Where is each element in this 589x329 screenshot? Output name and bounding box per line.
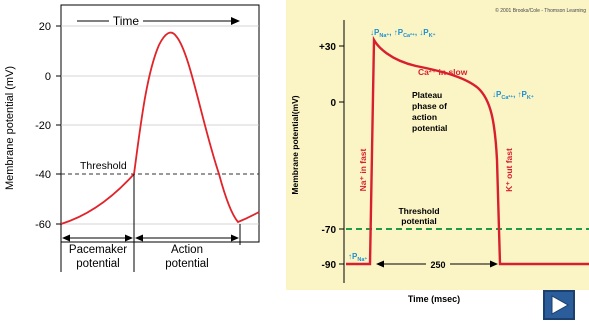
pacemaker-arrow-head-left — [62, 234, 70, 242]
pacemaker-label: potential — [76, 258, 119, 270]
y-tick-label: 0 — [45, 71, 51, 83]
y-ticks — [339, 45, 344, 265]
cardiac-action-potential-graph: © 2001 Brooks/Cole - Thomson Learning +3… — [286, 0, 589, 304]
y-tick-label: 0 — [330, 98, 336, 109]
action-arrow-head-right — [231, 234, 239, 242]
right-annotation: ↓PCa²⁺, ↑PK⁺ — [492, 90, 534, 101]
y-ticks — [56, 25, 61, 225]
time-arrow-head — [231, 17, 240, 25]
time-label: Time — [113, 14, 140, 28]
y-tick-label: +30 — [319, 42, 336, 53]
y-tick-label: -20 — [35, 120, 51, 132]
action-label: Action — [171, 244, 203, 256]
plateau-label: potential — [412, 123, 447, 133]
na-in-fast-label: Na⁺ in fast — [358, 148, 368, 191]
copyright-text: © 2001 Brooks/Cole - Thomson Learning — [495, 7, 586, 14]
y-tick-label: -60 — [35, 219, 51, 231]
duration-label-bg — [426, 258, 450, 270]
action-label: potential — [165, 258, 208, 270]
y-tick-label: 20 — [39, 21, 51, 33]
duration-label: 250 — [430, 260, 445, 270]
threshold-label: Threshold — [398, 206, 439, 216]
y-axis-label: Membrane potential (mV) — [4, 66, 16, 190]
ca-in-slow-label: Ca²⁺ in slow — [418, 67, 468, 77]
pacemaker-action-potential-curve — [60, 31, 260, 225]
threshold-label: potential — [401, 216, 436, 226]
pacemaker-arrow-head-right — [125, 234, 133, 242]
y-tick-label: -90 — [322, 260, 337, 271]
top-annotation: ↓PNa⁺, ↑PCa²⁺, ↓PK⁺ — [370, 28, 436, 39]
duration-arrow-head-right — [490, 260, 498, 268]
bottom-left-annotation: ↑PNa⁺ — [348, 252, 367, 263]
y-tick-label: -70 — [322, 225, 337, 236]
threshold-label: Threshold — [80, 160, 127, 172]
play-triangle-icon — [551, 295, 570, 315]
y-tick-label: -40 — [35, 169, 51, 181]
x-axis-label: Time (msec) — [408, 294, 460, 304]
next-slide-button[interactable] — [543, 290, 575, 320]
cardiac-action-potential-curve — [346, 35, 589, 266]
y-axis-label: Membrane potential(mV) — [290, 95, 300, 194]
k-out-fast-label: K⁺ out fast — [504, 148, 514, 192]
plateau-label: action — [412, 112, 437, 122]
plateau-label: phase of — [412, 101, 447, 111]
duration-arrow-head-left — [376, 260, 384, 268]
action-arrow-head-left — [135, 234, 143, 242]
plot-frame — [60, 4, 260, 243]
pacemaker-label: Pacemaker — [69, 244, 127, 256]
plot-background — [286, 0, 589, 290]
plateau-label: Plateau — [412, 90, 442, 100]
pacemaker-potential-graph: 20 0 -20 -40 -60 Membrane potential (mV)… — [4, 4, 260, 272]
